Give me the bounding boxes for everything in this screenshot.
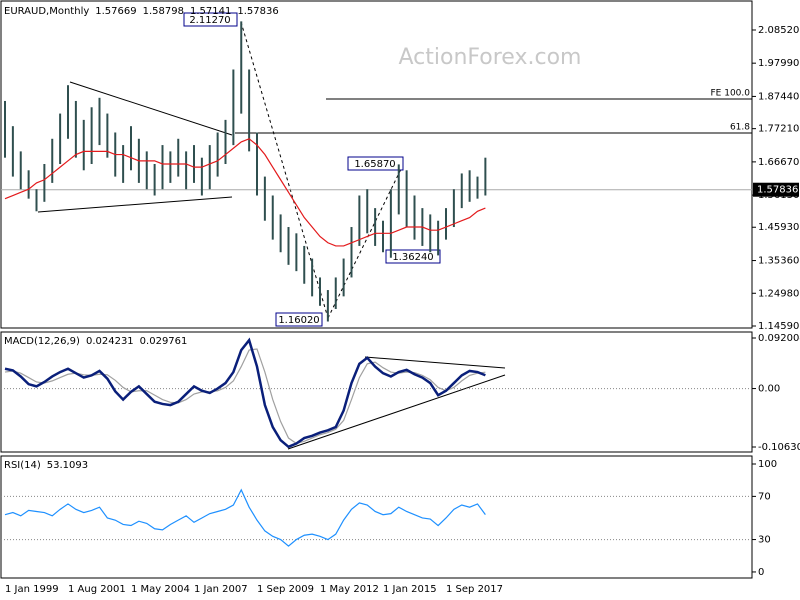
rsi-panel [0,455,753,579]
panel-title: RSI(14) [4,460,41,471]
macd-resistance [364,356,506,369]
panel-header: MACD(12,26,9) 0.024231 0.029761 [4,336,187,347]
macd-support [287,374,506,450]
y-tick-label: 1.24980 [758,288,799,299]
y-tick-label: 1.14590 [758,321,799,332]
annotation: 2.11270 [189,15,230,26]
y-tick-label: 0.092004 [758,333,800,344]
annotation: 61.8 [730,123,750,133]
x-tick-label: 1 May 2004 [131,584,190,595]
watermark: ActionForex.com [399,45,582,70]
header-value: 0.024231 [86,336,134,347]
last-price-label: 1.57836 [757,185,798,196]
annotation: 1.36240 [392,252,433,263]
x-tick-label: 1 May 2012 [320,584,379,595]
label-box [183,12,238,27]
y-tick-label: 30 [758,535,771,546]
header-value: 1.57141 [190,6,231,17]
x-tick-label: 1 Jan 2015 [383,584,437,595]
panel-header: EURAUD,Monthly 1.57669 1.58798 1.57141 1.578… [4,6,279,17]
header-value: 0.029761 [140,336,188,347]
x-tick-label: 1 Jan 2007 [194,584,248,595]
series-line [4,488,486,547]
y-tick-label: 1.35360 [758,256,799,267]
annotation: 1.65870 [354,159,395,170]
header-value: 1.57669 [95,6,136,17]
header-value: 53.1093 [47,460,88,471]
trendlines [37,21,752,450]
panel-header: RSI(14) 53.1093 [4,460,88,471]
series-line [4,337,486,449]
series-line [4,348,486,445]
panel-title: EURAUD,Monthly [4,6,89,17]
x-tick-label: 1 Aug 2001 [68,584,126,595]
y-tick-label: 1.87440 [758,91,799,102]
label-box [275,312,323,327]
label-box [347,156,404,171]
projection-leg [327,164,404,319]
series-line [4,138,486,247]
panel-title: MACD(12,26,9) [4,336,80,347]
annotation: 1.16020 [278,315,319,326]
header-value: 1.58798 [143,6,184,17]
x-tick-label: 1 Sep 2017 [446,584,503,595]
y-tick-label: 100 [758,459,777,470]
y-tick-label: 0 [758,567,764,578]
y-tick-label: 1.77210 [758,124,799,135]
y-tick-label: 70 [758,491,771,502]
label-box [385,249,441,264]
y-tick-label: 1.45930 [758,222,799,233]
y-tick-label: 1.66670 [758,157,799,168]
triangle-lower [37,196,233,213]
y-tick-label: 2.08520 [758,25,799,36]
y-tick-label: -0.106308 [758,442,800,453]
annotation: FE 100.0 [711,89,751,99]
x-tick-label: 1 Sep 2009 [257,584,314,595]
price-panel [0,0,753,329]
annotations: 2.11270 1.65870 1.36240 1.16020 FE 100.0… [183,12,751,327]
y-tick-label: 1.97990 [758,58,799,69]
x-tick-label: 1 Jan 1999 [5,584,59,595]
projection-leg [240,21,329,319]
header-value: 1.57836 [237,6,278,17]
last-price-box [753,182,799,197]
macd-panel [0,331,753,453]
y-tick-label: 0.00 [758,384,780,395]
triangle-upper [69,81,233,136]
